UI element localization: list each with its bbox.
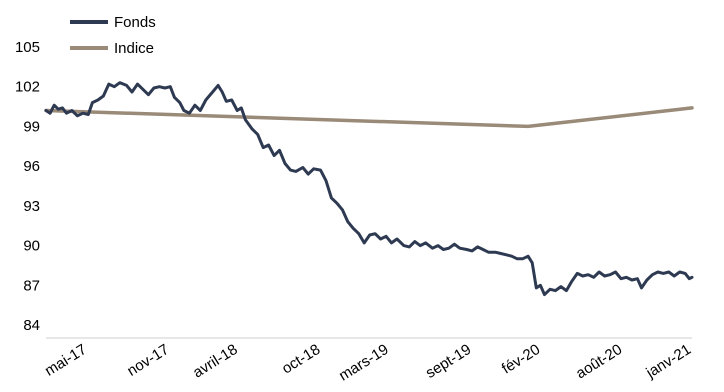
x-tick-label: mai-17 xyxy=(42,341,90,380)
y-tick-label: 87 xyxy=(23,277,40,294)
y-tick-label: 105 xyxy=(15,39,40,56)
y-tick-label: 93 xyxy=(23,198,40,215)
x-tick-label: août-20 xyxy=(573,341,625,382)
x-tick-label: avril-18 xyxy=(190,341,241,381)
y-tick-label: 84 xyxy=(23,317,40,334)
x-tick-label: mars-19 xyxy=(336,341,392,385)
y-tick-label: 90 xyxy=(23,238,40,255)
x-tick-label: nov-17 xyxy=(124,341,172,380)
x-tick-label: sept-19 xyxy=(423,341,474,382)
legend: Fonds Indice xyxy=(70,14,156,57)
x-tick-label: fév-20 xyxy=(499,341,543,378)
y-tick-label: 102 xyxy=(15,79,40,96)
series-group xyxy=(44,81,694,297)
x-tick-label: janv-21 xyxy=(643,341,695,382)
legend-label-indice: Indice xyxy=(114,40,154,57)
legend-label-fonds: Fonds xyxy=(114,14,156,31)
x-tick-label: oct-18 xyxy=(279,341,323,378)
series-line-indice xyxy=(44,106,694,129)
y-tick-label: 99 xyxy=(23,118,40,135)
y-tick-label: 96 xyxy=(23,158,40,175)
series-line-fonds xyxy=(44,81,694,297)
